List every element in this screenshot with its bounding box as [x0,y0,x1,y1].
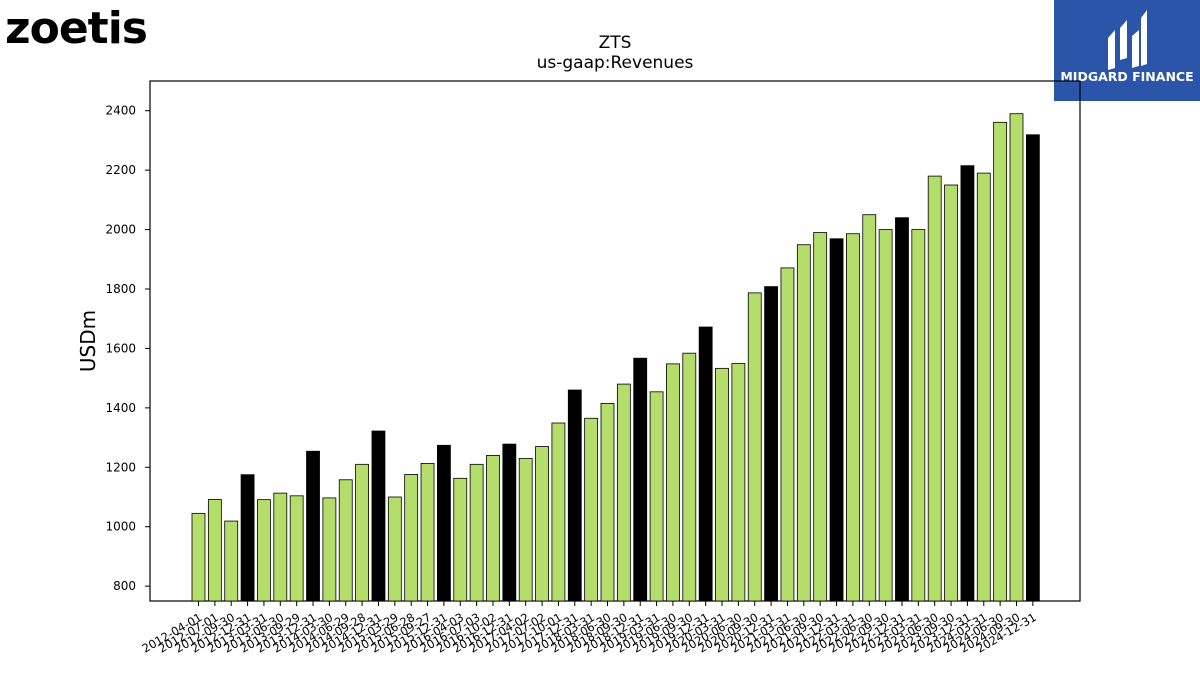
bar-2019-09-30 [682,352,697,602]
bar-2012-04-01 [191,512,206,602]
bar-2017-10-01 [551,422,566,602]
bar-2015-12-31 [436,444,451,602]
y-tick-label: 1000 [105,520,136,534]
y-tick-label: 2200 [105,163,136,177]
bar-2016-12-31 [502,443,517,602]
bar-series [191,113,1040,602]
bar-2015-09-27 [420,463,435,602]
bar-2017-04-02 [518,457,533,602]
bar-2015-06-28 [404,474,419,602]
bar-2019-03-31 [649,391,664,602]
bar-2023-12-31 [960,165,975,602]
bar-2022-09-30 [878,229,893,602]
bar-2012-07-01 [207,498,222,602]
bar-2022-12-31 [895,217,909,602]
bar-2021-03-31 [780,267,795,602]
bar-2020-09-30 [747,292,762,602]
bar-2014-12-31 [371,430,386,602]
y-tick-label: 1200 [105,460,136,474]
chart-title: ZTS [599,33,632,53]
y-axis-label: USDm [76,310,100,372]
bar-2024-03-31 [976,172,991,602]
y-tick-label: 1800 [105,282,136,296]
y-tick-label: 1600 [105,341,136,355]
y-tick-label: 1400 [105,401,136,415]
bar-2020-06-30 [731,363,746,602]
bar-2020-03-31 [715,367,729,602]
chart-subtitle: us-gaap:Revenues [537,53,694,73]
bar-2020-12-31 [764,286,778,602]
zoetis-logo: zoetis [5,3,147,54]
bar-2014-09-28 [355,463,370,602]
bar-2018-03-31 [584,417,599,602]
x-axis-ticks: 2012-04-012012-07-012012-09-302012-12-31… [140,601,1039,656]
y-tick-label: 800 [113,579,136,593]
bar-2012-09-30 [224,520,239,602]
bar-2019-12-31 [698,326,713,602]
bar-2013-03-31 [257,499,271,602]
midgard-logo-icon [1108,10,1147,70]
bar-2014-06-29 [338,479,353,602]
bar-2017-12-31 [567,389,582,602]
bar-2024-06-30 [993,121,1008,602]
bar-2018-12-31 [633,357,648,602]
midgard-logo-text: MIDGARD FINANCE [1060,69,1193,84]
bar-2016-04-03 [453,477,468,602]
bar-2013-06-30 [273,492,288,602]
bar-2022-03-31 [846,233,860,602]
bar-2021-12-31 [829,238,844,602]
bar-2022-06-30 [862,214,877,602]
bar-2015-03-29 [387,496,402,602]
y-tick-label: 2000 [105,223,136,237]
y-tick-label: 2400 [105,104,136,118]
midgard-finance-logo: MIDGARD FINANCE [1054,0,1200,101]
bar-2016-10-02 [486,454,500,602]
bar-2016-07-03 [469,463,484,602]
bar-2023-09-30 [944,184,958,602]
bar-2012-12-31 [240,474,255,602]
bar-2019-06-30 [666,363,680,602]
bar-2017-07-02 [535,446,549,602]
bar-2014-03-30 [322,497,337,602]
y-axis-ticks: 800 1000 1200 1400 1600 1800 2000 2200 2400 [105,104,150,593]
bar-2023-03-31 [911,229,926,602]
plot-area [149,80,1081,602]
bar-2024-09-30 [1009,113,1024,602]
bar-2021-09-30 [813,232,828,602]
bar-2018-06-30 [600,402,615,602]
bar-2023-06-30 [927,175,942,602]
bar-2021-06-30 [796,244,811,602]
bar-2013-09-29 [289,495,304,602]
bar-2013-12-31 [306,450,320,602]
bar-2018-09-30 [616,383,631,602]
bar-2024-12-31 [1025,134,1040,602]
